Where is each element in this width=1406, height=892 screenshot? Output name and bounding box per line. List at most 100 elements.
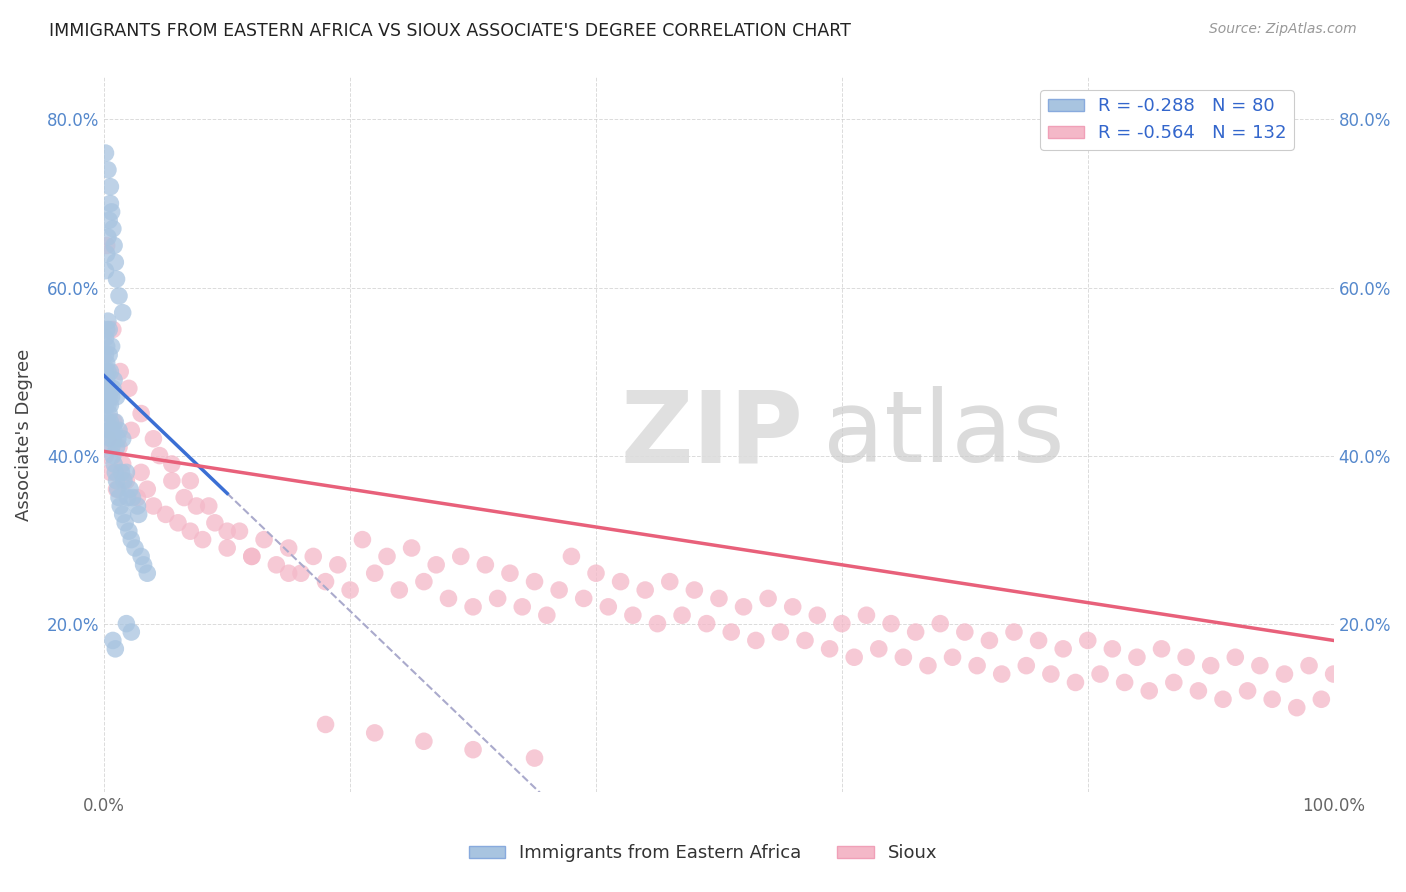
Legend: Immigrants from Eastern Africa, Sioux: Immigrants from Eastern Africa, Sioux (461, 838, 945, 870)
Point (97, 398, 120, 412)
Point (1249, 658, 1271, 673)
Point (120, 482, 142, 496)
Point (101, 432, 124, 446)
Point (1150, 641, 1173, 656)
Point (1101, 641, 1123, 656)
Point (1261, 692, 1284, 706)
Point (173, 491, 195, 505)
Point (100, 179, 122, 194)
Point (794, 633, 817, 648)
Point (658, 574, 681, 589)
Point (132, 558, 155, 572)
Point (1274, 667, 1296, 681)
Point (127, 491, 149, 505)
Point (598, 599, 620, 614)
Point (855, 608, 877, 623)
Point (253, 533, 276, 547)
Point (94, 146, 117, 161)
Point (100, 205, 122, 219)
Point (401, 541, 423, 555)
Point (111, 508, 134, 522)
Point (1285, 700, 1308, 714)
Point (100, 466, 122, 480)
Point (94, 263, 117, 277)
Point (1015, 658, 1038, 673)
Point (121, 491, 143, 505)
Point (339, 582, 361, 597)
Point (941, 650, 963, 665)
Point (129, 549, 152, 564)
Point (98, 407, 121, 421)
Point (1212, 692, 1234, 706)
Point (979, 633, 1001, 648)
Point (120, 533, 142, 547)
Point (117, 491, 139, 505)
Point (98, 213, 121, 227)
Point (929, 616, 952, 631)
Point (844, 650, 866, 665)
Point (536, 608, 558, 623)
Point (1236, 684, 1258, 698)
Point (96, 238, 118, 252)
Point (105, 390, 128, 404)
Point (104, 255, 127, 269)
Point (769, 625, 792, 640)
Point (1064, 675, 1087, 690)
Point (142, 432, 165, 446)
Legend: R = -0.288   N = 80, R = -0.564   N = 132: R = -0.288 N = 80, R = -0.564 N = 132 (1040, 90, 1294, 150)
Point (868, 641, 890, 656)
Point (179, 524, 201, 539)
Point (105, 272, 128, 286)
Point (647, 616, 669, 631)
Point (1002, 625, 1025, 640)
Point (510, 599, 533, 614)
Point (352, 533, 374, 547)
Point (96, 390, 118, 404)
Point (1028, 633, 1050, 648)
Point (100, 398, 122, 412)
Point (142, 499, 165, 513)
Point (917, 658, 939, 673)
Point (98, 390, 121, 404)
Point (129, 466, 152, 480)
Point (120, 423, 142, 437)
Point (720, 625, 742, 640)
Point (115, 616, 138, 631)
Point (107, 482, 129, 496)
Point (103, 415, 125, 429)
Point (315, 717, 337, 731)
Point (707, 591, 730, 606)
Point (217, 524, 239, 539)
Point (179, 474, 201, 488)
Point (560, 549, 582, 564)
Point (1225, 650, 1247, 665)
Point (572, 591, 595, 606)
Point (548, 582, 571, 597)
Point (425, 558, 447, 572)
Point (100, 390, 122, 404)
Point (108, 440, 131, 454)
Point (412, 574, 434, 589)
Point (110, 466, 132, 480)
Point (94, 398, 117, 412)
Point (108, 491, 131, 505)
Point (127, 499, 149, 513)
Point (100, 365, 122, 379)
Point (103, 423, 125, 437)
Point (94, 365, 117, 379)
Point (104, 466, 127, 480)
Point (1052, 641, 1074, 656)
Point (745, 633, 768, 648)
Point (100, 432, 122, 446)
Point (806, 608, 828, 623)
Point (486, 591, 509, 606)
Point (266, 558, 288, 572)
Point (124, 541, 146, 555)
Point (97, 415, 120, 429)
Point (160, 474, 183, 488)
Point (891, 650, 914, 665)
Point (326, 558, 349, 572)
Point (120, 625, 142, 640)
Point (104, 415, 127, 429)
Point (101, 221, 124, 235)
